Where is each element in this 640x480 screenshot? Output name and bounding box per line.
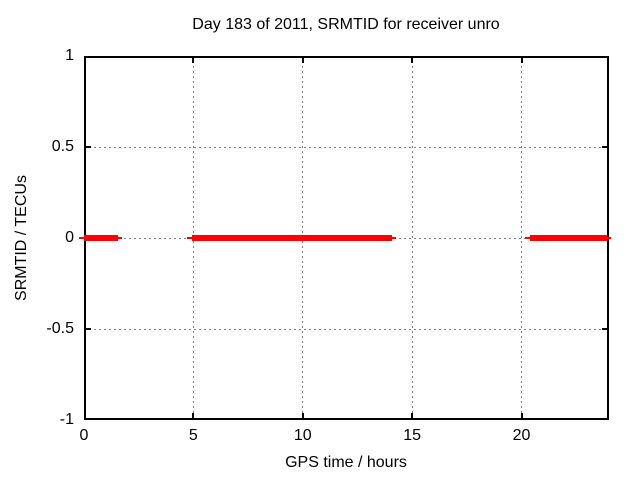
- y-tickmark-right: [602, 328, 609, 330]
- x-tickmark-bottom: [520, 413, 523, 420]
- x-axis-label: GPS time / hours: [285, 454, 407, 471]
- y-tickmark-left: [84, 146, 91, 148]
- x-tick-label: 20: [512, 427, 531, 444]
- y-tick-label: 0.5: [51, 138, 74, 155]
- plot-area: [79, 56, 611, 420]
- x-tick-label: 0: [79, 427, 89, 444]
- y-tickmark-right: [602, 146, 609, 148]
- x-tick-label: 15: [403, 427, 422, 444]
- y-tick-label: 0: [65, 229, 74, 246]
- x-tickmark-top: [411, 56, 414, 63]
- x-tickmark-top: [520, 56, 523, 63]
- x-tickmark-bottom: [301, 413, 304, 420]
- data-segment: [84, 235, 119, 241]
- y-tick-label: 1: [65, 47, 74, 64]
- x-tickmark-top: [192, 56, 195, 63]
- data-segment: [529, 235, 607, 241]
- x-tick-label: 5: [188, 427, 198, 444]
- data-segment: [192, 235, 392, 241]
- x-tick-label: 10: [293, 427, 312, 444]
- x-tickmark-bottom: [411, 413, 414, 420]
- y-tick-label: -1: [59, 411, 74, 428]
- x-tickmark-bottom: [192, 413, 195, 420]
- series-layer: [79, 56, 611, 420]
- chart-title: Day 183 of 2011, SRMTID for receiver unr…: [192, 16, 500, 33]
- y-tick-label: -0.5: [46, 320, 74, 337]
- y-tickmark-left: [84, 328, 91, 330]
- y-gridline: [84, 328, 609, 330]
- y-gridline: [84, 146, 609, 148]
- x-tickmark-top: [301, 56, 304, 63]
- y-axis-label: SRMTID / TECUs: [13, 175, 30, 301]
